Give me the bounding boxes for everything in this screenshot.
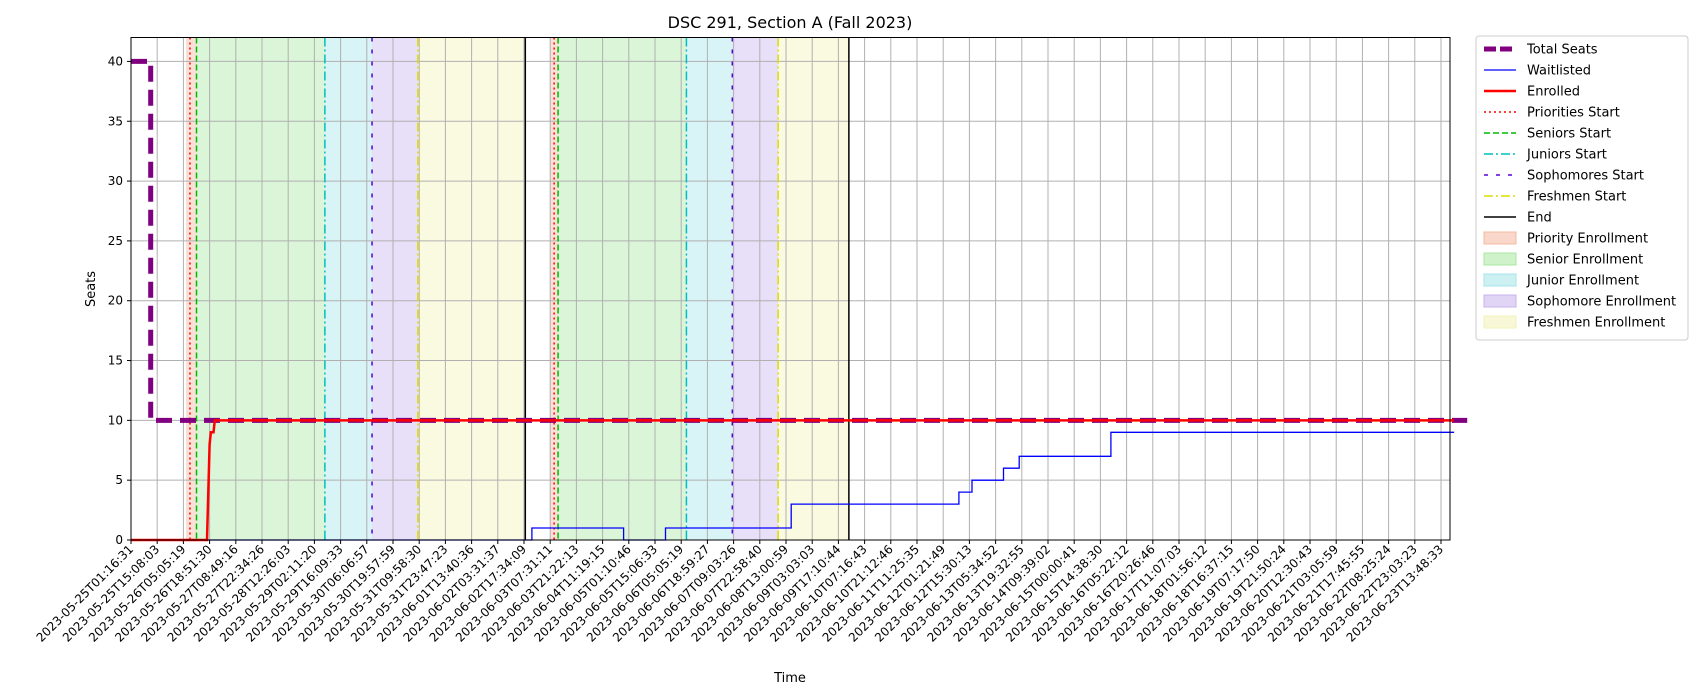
legend-label: End	[1527, 211, 1552, 226]
junior-enrollment-span	[324, 37, 373, 540]
legend-label: Priorities Start	[1527, 106, 1620, 121]
grid-lines	[130, 37, 1450, 541]
y-tick-label: 25	[108, 234, 123, 248]
x-axis-ticks: 2023-05-25T01:16:312023-05-25T15:08:0320…	[34, 540, 1446, 645]
y-tick-label: 35	[108, 114, 123, 128]
legend-label: Priority Enrollment	[1527, 232, 1648, 247]
legend-label: Enrolled	[1527, 85, 1580, 100]
priority-enrollment-span	[186, 37, 197, 540]
legend-box	[1475, 35, 1689, 341]
legend-label: Waitlisted	[1527, 64, 1591, 79]
enrollment-period-spans	[186, 37, 849, 540]
legend-label: Sophomore Enrollment	[1527, 295, 1676, 310]
legend-label: Freshmen Enrollment	[1527, 316, 1665, 331]
legend-label: Sophomores Start	[1527, 169, 1644, 184]
plot-frame	[130, 37, 1451, 541]
legend-label: Total Seats	[1526, 43, 1598, 58]
sophomore-enrollment-span	[372, 37, 418, 540]
legend-label: Junior Enrollment	[1526, 274, 1639, 289]
junior-enrollment-span	[686, 37, 733, 540]
legend-label: Juniors Start	[1526, 148, 1607, 163]
y-tick-label: 15	[108, 354, 123, 368]
chart-title: DSC 291, Section A (Fall 2023)	[668, 13, 913, 32]
senior-enrollment-span	[558, 37, 687, 540]
waitlisted-series-line	[131, 431, 1455, 541]
priority-enrollment-legend-swatch	[1483, 231, 1517, 245]
y-tick-label: 30	[108, 174, 123, 188]
legend-label: Seniors Start	[1527, 127, 1611, 142]
senior-enrollment-legend-swatch	[1483, 252, 1517, 266]
sophomore-enrollment-legend-swatch	[1483, 294, 1517, 308]
y-axis-label: Seats	[84, 271, 99, 307]
y-tick-label: 40	[108, 54, 123, 68]
y-tick-label: 20	[108, 294, 123, 308]
y-tick-label: 5	[115, 473, 123, 487]
y-tick-label: 0	[115, 533, 123, 547]
x-axis-label: Time	[773, 671, 806, 686]
y-axis-ticks: 0 5 10 15 20 25 30 35 40	[108, 54, 131, 547]
legend: Total Seats Waitlisted Enrolled Priorities …	[1475, 35, 1689, 341]
legend-label: Senior Enrollment	[1527, 253, 1643, 268]
period-start-lines	[189, 37, 850, 540]
y-tick-label: 10	[108, 413, 123, 427]
sophomore-enrollment-span	[732, 37, 779, 540]
freshmen-enrollment-legend-swatch	[1483, 315, 1517, 329]
legend-label: Freshmen Start	[1527, 190, 1626, 205]
senior-enrollment-span	[196, 37, 325, 540]
junior-enrollment-legend-swatch	[1483, 273, 1517, 287]
